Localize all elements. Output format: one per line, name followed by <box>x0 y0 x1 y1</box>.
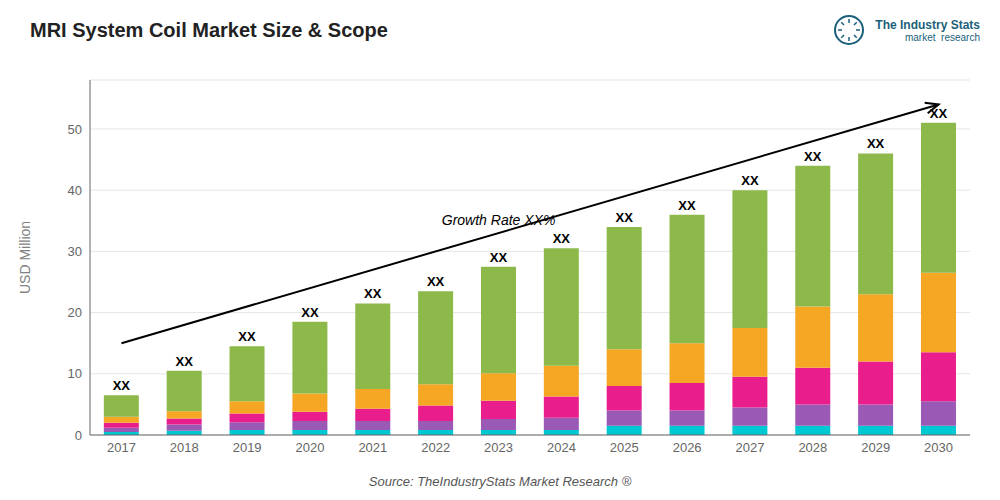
svg-text:Growth Rate XX%: Growth Rate XX% <box>442 212 556 228</box>
svg-text:XX: XX <box>364 286 382 301</box>
svg-text:2023: 2023 <box>484 440 513 455</box>
svg-text:XX: XX <box>930 106 948 121</box>
svg-text:2019: 2019 <box>233 440 262 455</box>
svg-text:USD Million: USD Million <box>17 221 33 294</box>
svg-text:XX: XX <box>616 210 634 225</box>
svg-text:XX: XX <box>427 274 445 289</box>
svg-text:2030: 2030 <box>924 440 953 455</box>
svg-text:XX: XX <box>301 305 319 320</box>
html-text:market research: market research <box>905 31 980 43</box>
svg-text:2025: 2025 <box>610 440 639 455</box>
svg-text:XX: XX <box>238 329 256 344</box>
svg-text:2020: 2020 <box>296 440 325 455</box>
svg-text:2029: 2029 <box>861 440 890 455</box>
svg-text:XX: XX <box>867 136 885 151</box>
svg-text:0: 0 <box>75 428 82 443</box>
svg-text:20: 20 <box>68 305 82 320</box>
svg-text:2022: 2022 <box>421 440 450 455</box>
svg-text:2018: 2018 <box>170 440 199 455</box>
svg-text:2026: 2026 <box>673 440 702 455</box>
svg-text:XX: XX <box>741 173 759 188</box>
svg-text:2027: 2027 <box>736 440 765 455</box>
svg-text:XX: XX <box>113 378 131 393</box>
svg-text:2021: 2021 <box>358 440 387 455</box>
svg-text:XX: XX <box>804 149 822 164</box>
svg-text:10: 10 <box>68 366 82 381</box>
svg-text:2024: 2024 <box>547 440 576 455</box>
svg-text:XX: XX <box>553 231 571 246</box>
html-text:The Industry Stats: The Industry Stats <box>875 17 980 32</box>
html-text:MRI System Coil Market Size &: MRI System Coil Market Size & Scope <box>30 18 388 41</box>
svg-text:XX: XX <box>678 198 696 213</box>
svg-text:30: 30 <box>68 244 82 259</box>
svg-text:40: 40 <box>68 183 82 198</box>
svg-text:2017: 2017 <box>107 440 136 455</box>
html-text:Source: TheIndustryStats Marke: Source: TheIndustryStats Market Research… <box>368 474 632 489</box>
svg-text:50: 50 <box>68 122 82 137</box>
svg-text:2028: 2028 <box>798 440 827 455</box>
svg-text:XX: XX <box>490 250 508 265</box>
svg-text:XX: XX <box>176 354 194 369</box>
